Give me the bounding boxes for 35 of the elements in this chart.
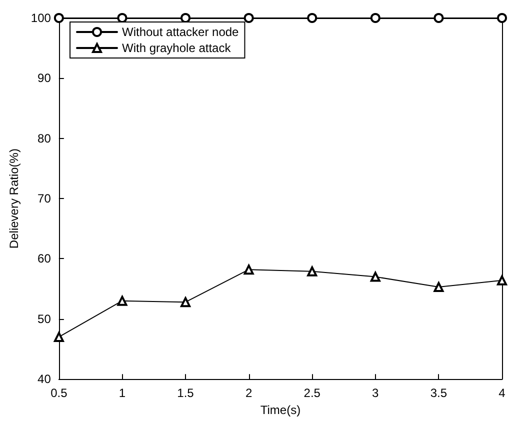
x-tick-label: 2.5 bbox=[304, 386, 321, 400]
legend-label: With grayhole attack bbox=[122, 41, 232, 55]
x-tick-label: 4 bbox=[498, 386, 506, 400]
point bbox=[117, 13, 128, 23]
point bbox=[307, 13, 318, 23]
x-axis-title: Time(s) bbox=[260, 403, 301, 417]
point bbox=[370, 272, 380, 282]
point bbox=[497, 275, 507, 286]
point bbox=[497, 13, 507, 23]
y-tick-label: 60 bbox=[38, 252, 52, 266]
point bbox=[180, 13, 191, 23]
y-tick-label: 40 bbox=[38, 372, 52, 386]
point bbox=[54, 13, 64, 23]
point bbox=[244, 264, 254, 275]
point bbox=[180, 297, 191, 308]
x-tick-label: 3.5 bbox=[430, 386, 448, 400]
point bbox=[370, 13, 380, 23]
point bbox=[54, 332, 64, 342]
x-tick-label: 1.5 bbox=[177, 386, 194, 400]
y-tick-label: 70 bbox=[38, 192, 52, 206]
point bbox=[434, 282, 444, 292]
point bbox=[307, 266, 318, 276]
x-tick-label: 2 bbox=[245, 386, 252, 400]
y-tick-label: 100 bbox=[30, 11, 52, 25]
x-tick-label: 1 bbox=[118, 386, 126, 400]
x-tick-label: 0.5 bbox=[50, 386, 68, 400]
point bbox=[117, 296, 128, 306]
y-tick-label: 80 bbox=[38, 131, 52, 146]
y-tick-label: 90 bbox=[38, 71, 52, 86]
x-tick-label: 3 bbox=[372, 386, 380, 400]
y-axis-title: Delievery Ratio(%) bbox=[7, 148, 21, 249]
point bbox=[244, 13, 254, 23]
point bbox=[434, 13, 444, 23]
legend-label: Without attacker node bbox=[122, 25, 240, 39]
y-tick-label: 50 bbox=[38, 312, 52, 326]
